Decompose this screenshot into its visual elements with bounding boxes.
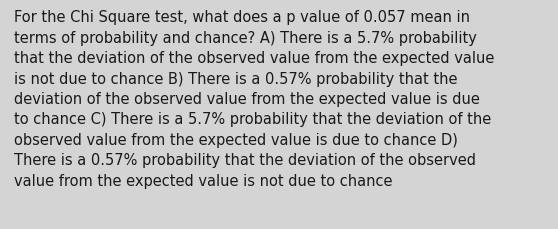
Text: For the Chi Square test, what does a p value of 0.057 mean in
terms of probabili: For the Chi Square test, what does a p v… xyxy=(14,10,494,188)
